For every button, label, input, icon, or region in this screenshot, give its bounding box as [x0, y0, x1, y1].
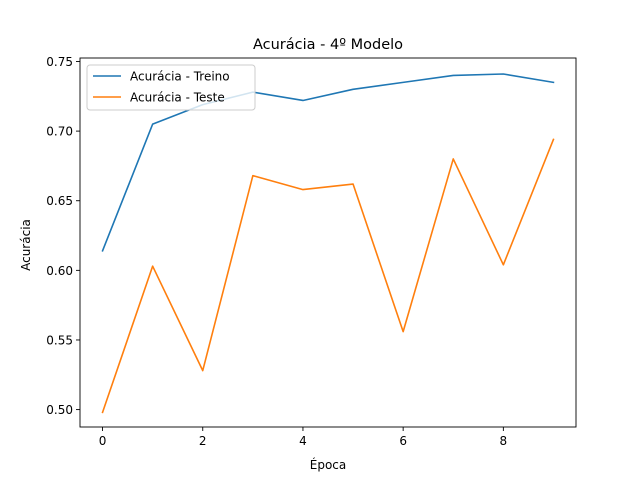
- y-tick-label: 0.50: [46, 403, 73, 417]
- y-tick-label: 0.75: [46, 55, 73, 69]
- y-tick-label: 0.60: [46, 264, 73, 278]
- x-tick-label: 2: [199, 434, 207, 448]
- series-line-1: [101, 73, 555, 252]
- x-tick-label: 6: [399, 434, 407, 448]
- legend-box: [86, 64, 256, 111]
- y-tick-label: 0.55: [46, 333, 73, 347]
- axes-layer: 0 2 4 6 8 0.50 0.55 0.60 0.65 0.70 0.75: [46, 55, 577, 448]
- legend: Acurácia - Treino Acurácia - Teste: [86, 64, 256, 111]
- x-tick-label: 8: [500, 434, 508, 448]
- x-axis-label: Época: [310, 457, 347, 472]
- series-line-2: [101, 138, 555, 414]
- series-layer: [101, 73, 555, 414]
- x-tick-label: 4: [299, 434, 307, 448]
- y-axis-label: Acurácia: [19, 219, 33, 271]
- legend-label-1: Acurácia - Treino: [130, 70, 230, 84]
- chart-title: Acurácia - 4º Modelo: [253, 37, 403, 53]
- y-tick-label: 0.65: [46, 194, 73, 208]
- plot-frame: [79, 57, 577, 428]
- y-tick-label: 0.70: [46, 125, 73, 139]
- legend-label-2: Acurácia - Teste: [130, 91, 225, 105]
- x-tick-label: 0: [99, 434, 107, 448]
